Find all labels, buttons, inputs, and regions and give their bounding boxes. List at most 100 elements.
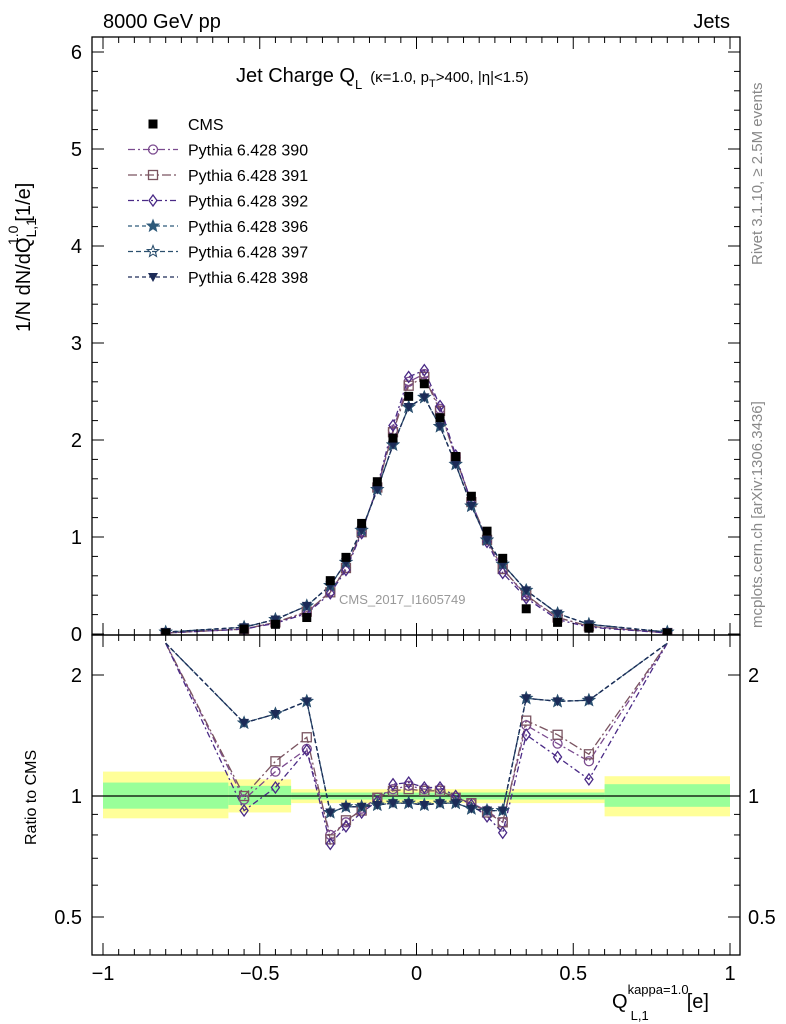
svg-text:1/N dN/dQL,11.0[1/e]: 1/N dN/dQL,11.0 [1/e] (5, 183, 39, 332)
axes: −1 −0.5 0 0.5 1 0 1 2 3 4 5 6 0.5 0.5 1 1 2 2 (54, 36, 776, 985)
ratio-markers (236, 690, 597, 851)
ratio-5-point (325, 808, 336, 818)
ratio-1-point (325, 834, 336, 845)
cms-point (451, 451, 461, 461)
ratio-5-point (239, 718, 250, 728)
ratio-y-label: Ratio to CMS (23, 750, 40, 845)
ratio-lines (165, 642, 668, 846)
cms-point (498, 553, 508, 563)
series-2-point (341, 563, 351, 577)
ratio-5-point (583, 696, 594, 706)
series-2-point (419, 363, 430, 377)
x-axis-label: Qkappa=1.0 L,1 [e] (612, 982, 709, 1023)
ratio-5-point (356, 802, 367, 812)
ratio-tick-label: 2 (71, 665, 82, 687)
ratio-2-point (584, 772, 594, 786)
header-left: 8000 GeV pp (103, 11, 221, 33)
ratio-1-point (387, 785, 399, 796)
ratio-2-point (403, 775, 414, 790)
legend-item-0: Pythia 6.428 390 (128, 143, 308, 160)
ratio-5-point (552, 697, 563, 707)
ratio-2-point (419, 780, 430, 795)
ratio-2-point (341, 819, 351, 834)
xlabel-unit: [e] (687, 991, 709, 1013)
ratio-1-point (521, 715, 532, 726)
series-2-point (521, 591, 532, 605)
cms-point (553, 617, 563, 627)
ratio-tick-label-right: 2 (748, 665, 759, 687)
x-tick-label: −0.5 (240, 963, 279, 985)
ratio-0-point (270, 766, 281, 777)
cms-point (404, 391, 414, 401)
legend-item-3: Pythia 6.428 396 (128, 218, 308, 236)
ratio-tick-label-right: 0.5 (748, 907, 776, 929)
series-5-point (552, 609, 563, 619)
cms-point (584, 623, 594, 633)
ratio-5-point (270, 709, 281, 719)
y-tick-label: 1 (71, 527, 82, 549)
series-5-point (521, 586, 532, 596)
legend: CMS Pythia 6.428 390 Pythia 6.428 391 Pythi… (128, 117, 308, 287)
y-tick-label: 3 (71, 333, 82, 355)
ratio-2-point (270, 780, 281, 795)
series-5-point (482, 535, 493, 545)
title-cond-sub: T (429, 78, 436, 90)
legend-marker (147, 169, 159, 181)
xlabel-sup: kappa=1.0 (628, 982, 689, 997)
ratio-1-point (434, 785, 446, 796)
x-tick-label: 1 (724, 963, 735, 985)
title-cond2: >400, |η|<1.5) (436, 69, 529, 86)
ratio-1-point (552, 729, 563, 740)
legend-label: Pythia 6.428 397 (188, 245, 308, 262)
series-5-point (387, 440, 398, 450)
legend-label: Pythia 6.428 398 (188, 270, 308, 287)
xlabel-sub: L,1 (631, 1008, 649, 1023)
series-5-point (301, 601, 312, 611)
ylabel-sub: L,1 (23, 218, 39, 238)
ylabel-unit: [1/e] (13, 183, 35, 222)
series-line-0 (165, 373, 668, 634)
legend-marker (147, 144, 159, 155)
legend-item-1: Pythia 6.428 391 (128, 168, 308, 185)
ratio-5-point (450, 799, 461, 809)
x-tick-label: 0.5 (559, 963, 587, 985)
ratio-5-point (301, 697, 312, 707)
ylabel-sup: 1.0 (5, 225, 21, 245)
series-5-point (356, 526, 367, 536)
ratio-line-1 (165, 642, 668, 841)
legend-item-5: Pythia 6.428 398 (128, 270, 308, 287)
cms-point (302, 613, 312, 623)
rivet-version-text: Rivet 3.1.10, ≥ 2.5M events (749, 83, 766, 266)
ratio-2-point (301, 743, 312, 757)
x-tick-label: −1 (92, 963, 115, 985)
cms-point (341, 552, 351, 562)
cms-point (270, 619, 280, 629)
y-axis-label: 1/N dN/dQL,11.0 [1/e] (5, 183, 39, 332)
series-5-point (466, 501, 477, 511)
series-5-point (403, 403, 414, 413)
ratio-2-point (325, 837, 336, 851)
series-5-point (419, 393, 430, 403)
ratio-0-point (583, 756, 595, 767)
legend-label: CMS (188, 117, 224, 134)
legend-cms-marker (148, 119, 158, 129)
ratio-5-point (435, 799, 446, 809)
series-lines (165, 369, 668, 846)
ratio-1-point (583, 749, 595, 760)
ratio-5-point (497, 806, 508, 816)
legend-label: Pythia 6.428 390 (188, 143, 308, 160)
legend-marker (148, 193, 158, 208)
cms-point (357, 518, 367, 528)
ratio-tick-label: 0.5 (54, 907, 82, 929)
legend-item-4: Pythia 6.428 397 (128, 243, 308, 262)
series-2-point (435, 399, 445, 413)
series-2-point (325, 586, 336, 600)
ratio-5-point (482, 806, 493, 816)
ratio-5-point (372, 800, 383, 810)
ratio-1-point (419, 785, 430, 796)
analysis-watermark: CMS_2017_I1605749 (339, 592, 466, 607)
uncertainty-bands (92, 771, 740, 819)
y-tick-label: 0 (71, 624, 82, 646)
mcplots-text: mcplots.cern.ch [arXiv:1306.3436] (749, 401, 766, 628)
ratio-2-point (552, 750, 563, 764)
